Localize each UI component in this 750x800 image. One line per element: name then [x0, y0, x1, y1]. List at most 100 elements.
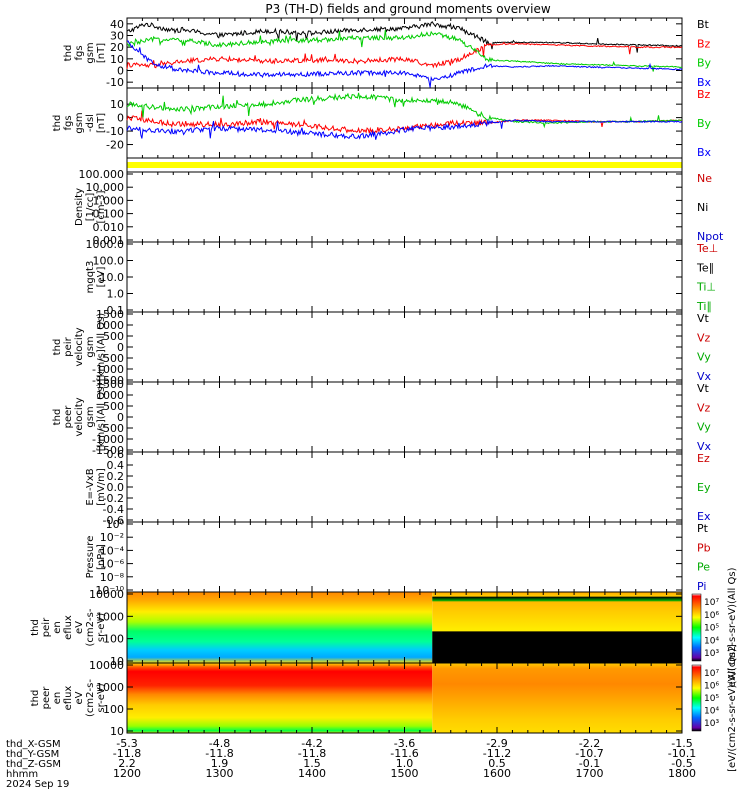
y-tick-label: -20 — [106, 139, 124, 152]
y-axis-label: [km/s](All Qs) — [96, 383, 107, 451]
y-tick-label: 1000.0 — [86, 238, 125, 251]
x-tick-label: 0.5 — [488, 757, 506, 770]
y-axis-label: E=-VxB — [85, 468, 96, 505]
legend-label: Pt — [697, 522, 709, 535]
y-tick-label: 10000 — [89, 659, 124, 672]
legend-label: By — [697, 117, 712, 130]
y-tick-label: 10 — [110, 725, 124, 738]
x-tick-label: -4.8 — [209, 737, 230, 750]
bar-mark — [127, 162, 682, 168]
legend-label: Vx — [697, 440, 712, 453]
x-tick-label: 1.0 — [396, 757, 414, 770]
panel-frame — [126, 171, 683, 243]
y-tick-label: 10⁻⁶ — [100, 558, 125, 571]
x-tick-label: -10.7 — [575, 747, 603, 760]
colorbar-tick-label: 10⁵ — [704, 694, 719, 704]
y-tick-label: 10 — [110, 98, 124, 111]
x-tick-label: -2.2 — [579, 737, 600, 750]
y-tick-label: 10⁰ — [106, 518, 125, 531]
y-axis-label: [mV/m] — [96, 468, 107, 506]
y-axis-label: thd — [63, 45, 74, 62]
y-tick-label: -1500 — [92, 444, 124, 457]
y-axis-label: sr-eV) — [96, 683, 107, 712]
y-tick-label: 10 — [110, 53, 124, 66]
colorbar — [691, 593, 702, 662]
y-tick-label: 1000 — [96, 319, 124, 332]
y-tick-label: -0.2 — [103, 492, 124, 505]
y-axis-label: velocity — [74, 397, 85, 436]
y-tick-label: -0.6 — [103, 514, 124, 527]
legend-label: Pi — [697, 580, 706, 593]
y-tick-label: 0.0 — [107, 481, 125, 494]
y-axis-label: peer — [63, 405, 74, 429]
x-tick-label: -1.5 — [671, 737, 692, 750]
y-axis-label: Pressure — [85, 536, 96, 579]
row-label: 2024 Sep 19 — [6, 779, 69, 790]
y-tick-label: 1.000 — [93, 194, 125, 207]
y-axis-label: fgs — [63, 115, 74, 130]
y-axis-label: velocity — [74, 327, 85, 366]
x-tick-label: 1.9 — [211, 757, 229, 770]
x-tick-label: -2.9 — [486, 737, 507, 750]
legend-label: Bx — [697, 146, 712, 159]
colorbar-label: [eV/(cm2-s-sr-eV)(All Qs)] — [727, 644, 738, 772]
y-axis-label: gsm — [85, 42, 96, 63]
x-tick-label: -4.2 — [301, 737, 322, 750]
panel-frame — [126, 381, 683, 453]
legend-label: Vt — [697, 382, 710, 395]
colorbar-label: eV/(cm2-s-sr-eV)(All Qs) — [727, 567, 738, 687]
legend-label: Te∥ — [696, 261, 714, 274]
y-tick-label: -1000 — [92, 433, 124, 446]
y-tick-label: 100 — [103, 703, 124, 716]
y-tick-label: 0.6 — [107, 448, 125, 461]
legend-label: Vz — [697, 401, 711, 414]
x-tick-label: 1200 — [113, 767, 141, 780]
y-tick-label: 1500 — [96, 378, 124, 391]
y-tick-label: 30 — [110, 30, 124, 43]
y-tick-label: 0 — [117, 65, 124, 78]
legend-label: Ez — [697, 452, 710, 465]
y-axis-label: peer — [41, 686, 52, 710]
y-tick-label: 1000 — [96, 610, 124, 623]
y-axis-label: thd — [52, 339, 63, 356]
y-axis-label: peir — [41, 617, 52, 637]
legend-label: Vt — [697, 312, 710, 325]
y-tick-label: 10⁻² — [100, 531, 124, 544]
y-axis-label: sr-eV) — [96, 613, 107, 642]
y-tick-label: 500 — [103, 400, 124, 413]
y-axis-label: gsm — [74, 112, 85, 133]
panel-frame — [126, 451, 683, 523]
legend-label: Vx — [697, 370, 712, 383]
x-tick-label: -3.6 — [394, 737, 415, 750]
y-tick-label: 0 — [117, 341, 124, 354]
legend-label: Ne — [697, 172, 712, 185]
x-tick-label: -0.5 — [671, 757, 692, 770]
y-axis-label: [km/s](All Qs) — [96, 313, 107, 381]
legend-label: Bz — [697, 88, 711, 101]
y-tick-label: 1500 — [96, 308, 124, 321]
y-tick-label: -500 — [99, 422, 124, 435]
colorbar-tick-label: 10⁷ — [704, 598, 719, 608]
y-tick-label: 10 — [110, 655, 124, 668]
x-tick-label: -10.1 — [668, 747, 696, 760]
y-axis-label: en — [52, 692, 63, 705]
y-tick-label: -0.4 — [103, 503, 124, 516]
y-axis-label: eflux — [63, 615, 74, 640]
series-line-bt — [126, 21, 683, 53]
x-tick-label: -0.1 — [579, 757, 600, 770]
x-tick-label: 2.2 — [118, 757, 136, 770]
legend-label: Vy — [697, 421, 711, 434]
y-axis-label: eflux — [63, 686, 74, 711]
x-tick-label: 1400 — [298, 767, 326, 780]
y-axis-label: [eV] — [96, 267, 107, 288]
legend-label: Ex — [697, 510, 711, 523]
y-axis-label: (cm2-s- — [85, 608, 96, 646]
y-tick-label: -500 — [99, 352, 124, 365]
colorbar-tick-label: 10⁷ — [704, 669, 719, 679]
y-axis-label: gsm — [85, 406, 96, 427]
y-axis-label: gsm — [85, 336, 96, 357]
panel-frame — [126, 17, 683, 89]
y-tick-label: 0.4 — [107, 459, 125, 472]
y-tick-label: 1000 — [96, 389, 124, 402]
